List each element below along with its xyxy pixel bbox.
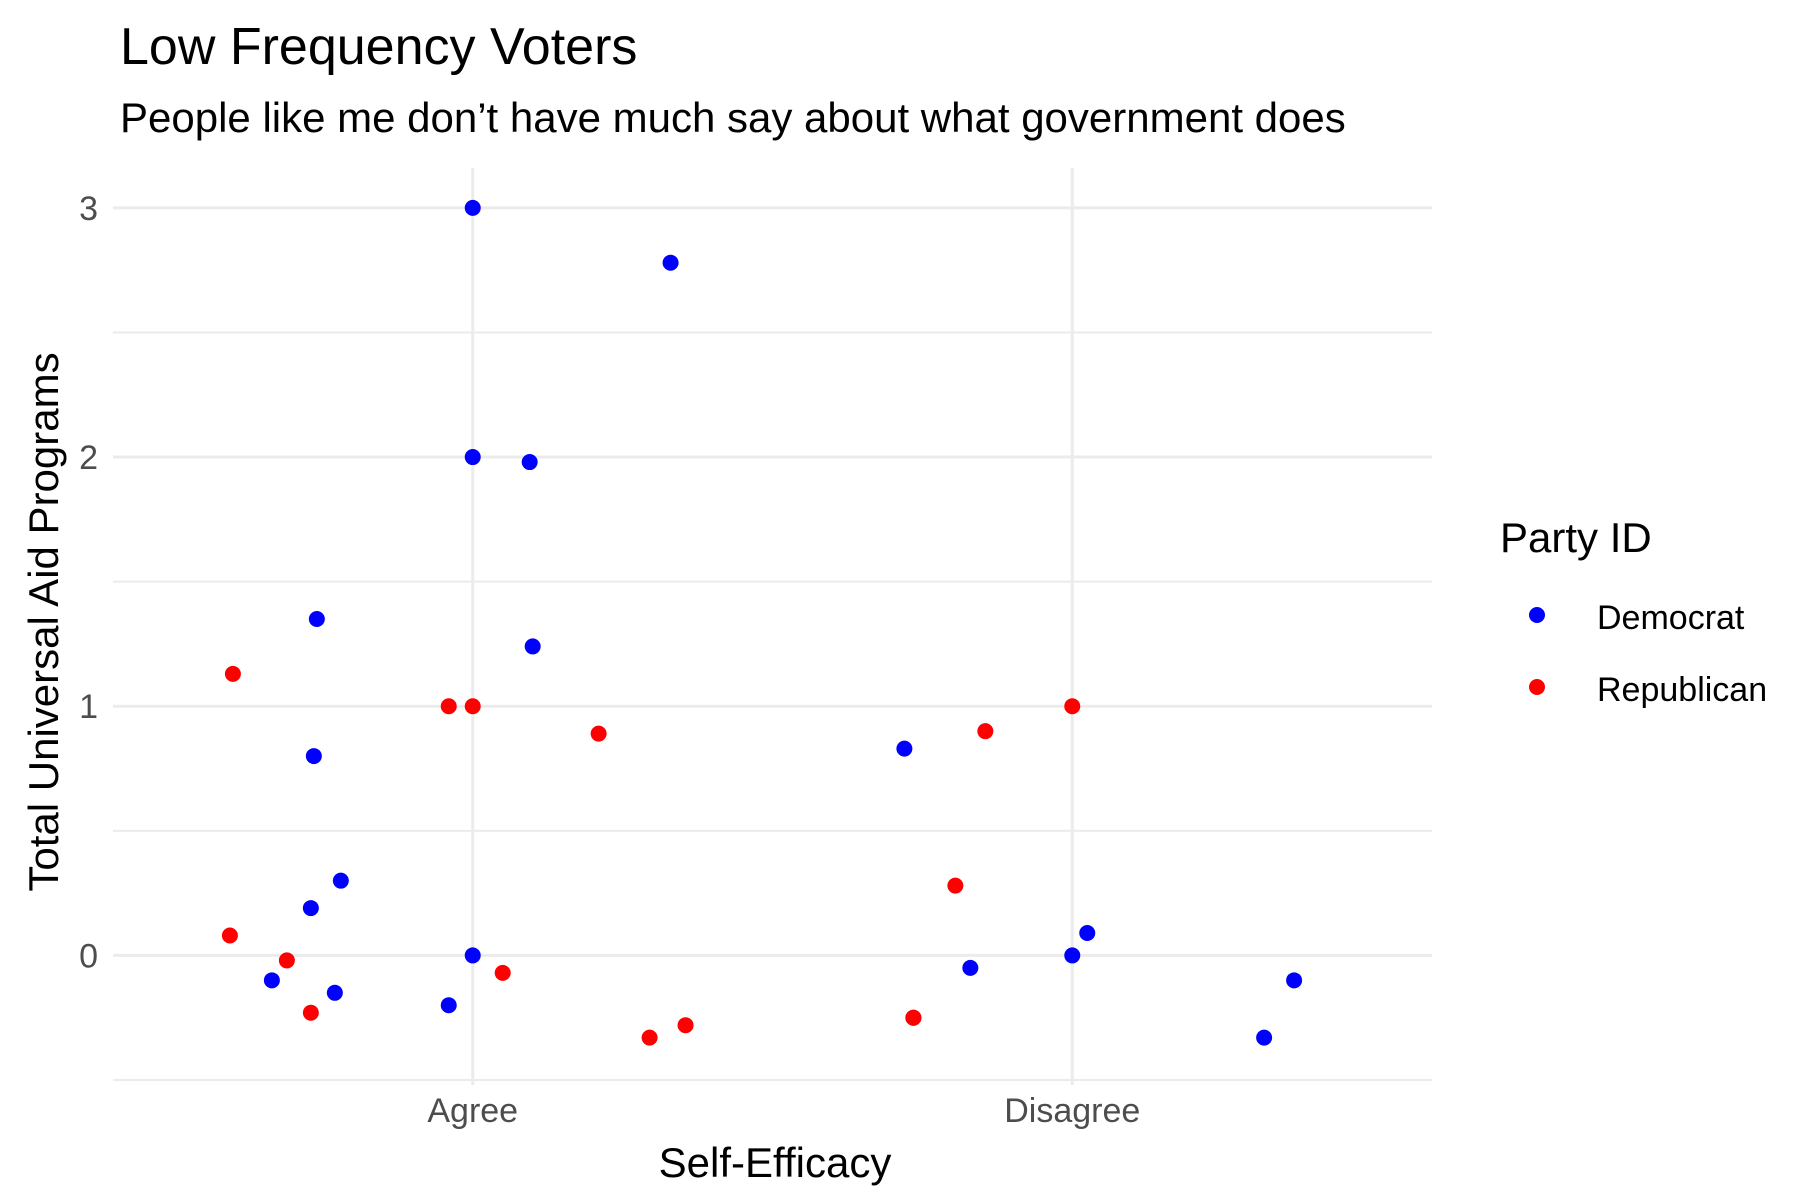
point-democrat [332, 872, 349, 889]
point-democrat [521, 454, 538, 471]
legend-key-democrat [1529, 607, 1545, 623]
chart-title: Low Frequency Voters [120, 18, 637, 76]
y-tick-label: 3 [79, 190, 98, 228]
legend-key-republican [1529, 679, 1545, 695]
y-axis-title: Total Universal Aid Programs [20, 352, 67, 891]
y-tick-label: 1 [79, 688, 98, 726]
point-democrat [464, 947, 481, 964]
point-republican [677, 1017, 694, 1034]
point-democrat [1256, 1029, 1273, 1046]
point-democrat [962, 959, 979, 976]
x-tick-labels: Agree Disagree [427, 1092, 1140, 1130]
point-republican [1064, 698, 1081, 715]
x-axis-title: Self-Efficacy [659, 1139, 892, 1186]
legend-title: Party ID [1500, 514, 1652, 561]
point-republican [494, 964, 511, 981]
point-democrat [1079, 924, 1096, 941]
plot-grid [113, 168, 1432, 1085]
point-democrat [464, 199, 481, 216]
point-democrat [440, 997, 457, 1014]
point-democrat [302, 900, 319, 917]
point-democrat [524, 638, 541, 655]
point-republican [440, 698, 457, 715]
point-democrat [308, 611, 325, 628]
point-democrat [1286, 972, 1303, 989]
point-republican [278, 952, 295, 969]
point-republican [221, 927, 238, 944]
point-democrat [326, 984, 343, 1001]
y-tick-label: 0 [79, 937, 98, 975]
y-tick-label: 2 [79, 439, 98, 477]
point-democrat [263, 972, 280, 989]
point-democrat [896, 740, 913, 757]
point-democrat [662, 254, 679, 271]
point-democrat [464, 449, 481, 466]
point-republican [302, 1004, 319, 1021]
point-republican [947, 877, 964, 894]
legend-label-republican: Republican [1597, 671, 1767, 709]
y-tick-labels: 0 1 2 3 [79, 190, 98, 976]
legend-label-democrat: Democrat [1597, 599, 1745, 637]
point-republican [641, 1029, 658, 1046]
point-republican [977, 723, 994, 740]
point-republican [464, 698, 481, 715]
chart-subtitle: People like me don’t have much say about… [120, 94, 1346, 141]
point-republican [590, 725, 607, 742]
point-democrat [305, 748, 322, 765]
x-tick-label: Agree [427, 1092, 518, 1130]
x-tick-label: Disagree [1004, 1092, 1140, 1130]
point-republican [224, 665, 241, 682]
point-democrat [1064, 947, 1081, 964]
point-republican [905, 1009, 922, 1026]
data-points [221, 199, 1303, 1046]
legend: Party ID Democrat Republican [1500, 514, 1767, 709]
